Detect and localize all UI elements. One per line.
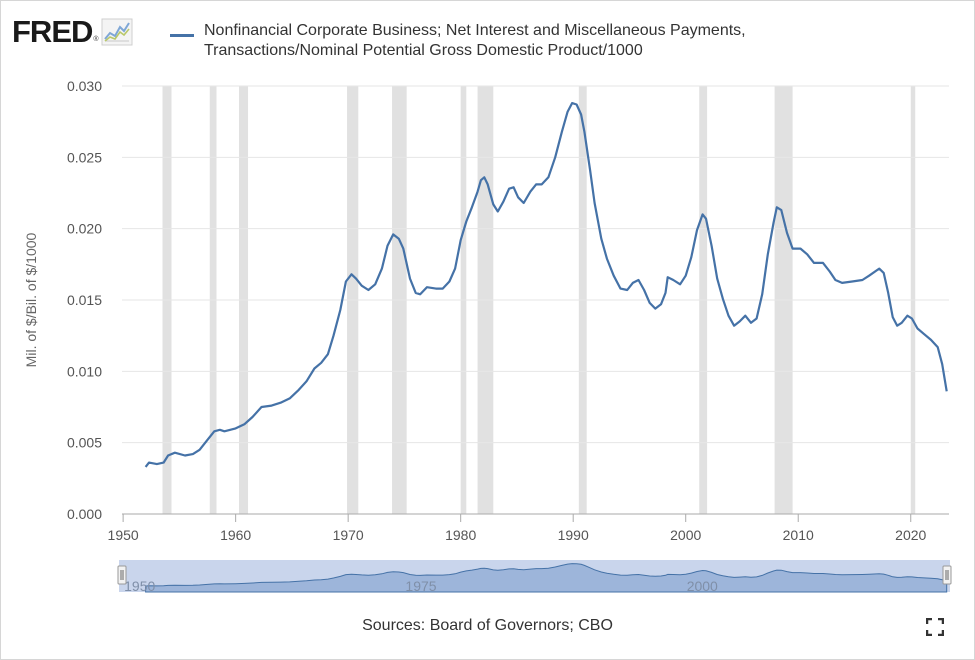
legend-series-line bbox=[170, 34, 194, 37]
y-axis: 0.000 0.005 0.010 0.015 0.020 0.025 0.030 bbox=[67, 78, 102, 522]
navigator-area bbox=[145, 563, 948, 593]
navigator-label: 1975 bbox=[405, 578, 436, 594]
y-axis-label: Mil. of $/Bil. of $/1000 bbox=[23, 232, 39, 367]
series-line bbox=[144, 102, 948, 468]
x-tick-label: 1990 bbox=[558, 527, 589, 543]
fred-logo[interactable]: FRED ® bbox=[12, 16, 133, 47]
chart-title-line-2: Transactions/Nominal Potential Gross Dom… bbox=[204, 42, 643, 59]
x-tick-label: 2010 bbox=[783, 527, 814, 543]
x-tick-label: 2020 bbox=[895, 527, 926, 543]
y-tick-label: 0.005 bbox=[67, 435, 102, 451]
x-tick-label: 1960 bbox=[220, 527, 251, 543]
y-tick-label: 0.015 bbox=[67, 292, 102, 308]
navigator-label: 2000 bbox=[687, 578, 718, 594]
chart-title-line-1: Nonfinancial Corporate Business; Net Int… bbox=[204, 22, 746, 39]
x-tick-label: 1980 bbox=[445, 527, 476, 543]
y-tick-label: 0.010 bbox=[67, 363, 102, 379]
y-tick-label: 0.020 bbox=[67, 221, 102, 237]
x-tick-label: 1950 bbox=[108, 527, 139, 543]
range-navigator[interactable]: 1950 1975 2000 bbox=[117, 560, 952, 594]
fred-chart-icon bbox=[101, 18, 133, 45]
y-tick-label: 0.000 bbox=[67, 506, 102, 522]
navigator-label: 1950 bbox=[124, 578, 155, 594]
y-tick-label: 0.030 bbox=[67, 78, 102, 94]
line-chart: 0.000 0.005 0.010 0.015 0.020 0.025 0.030 1950… bbox=[23, 78, 952, 594]
y-tick-label: 0.025 bbox=[67, 149, 102, 165]
logo-registered-mark: ® bbox=[93, 36, 99, 43]
chart-title: Nonfinancial Corporate Business; Net Int… bbox=[204, 21, 964, 61]
x-tick-label: 2000 bbox=[670, 527, 701, 543]
navigator-handle-left[interactable] bbox=[117, 565, 127, 585]
navigator-handle-right[interactable] bbox=[942, 565, 952, 585]
series-layer bbox=[144, 102, 948, 468]
logo-text: FRED bbox=[12, 14, 93, 49]
chart-header: FRED ® Nonfinancial Corporate Business; … bbox=[12, 14, 962, 64]
sources-text: Sources: Board of Governors; CBO bbox=[362, 617, 613, 634]
x-tick-label: 1970 bbox=[333, 527, 364, 543]
x-axis: 1950 1960 1970 1980 1990 2000 2010 2020 bbox=[108, 513, 949, 543]
fullscreen-icon[interactable] bbox=[926, 618, 944, 636]
